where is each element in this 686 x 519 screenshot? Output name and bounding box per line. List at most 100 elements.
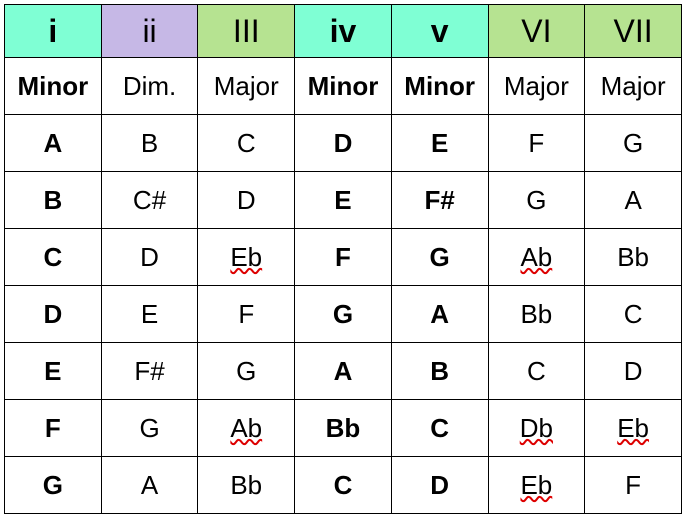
cell-r1-c3: E [295,172,392,229]
cell-r6-c1-text: A [141,470,158,500]
data-row-0: ABCDEFG [5,115,682,172]
numeral-col-3-text: iv [330,13,357,49]
cell-r0-c6-text: G [623,128,643,158]
cell-r0-c4-text: E [431,128,448,158]
numeral-col-2: III [198,5,295,58]
cell-r3-c3: G [295,286,392,343]
cell-r3-c0-text: D [43,299,62,329]
cell-r2-c2: Eb [198,229,295,286]
cell-r5-c4: C [391,400,488,457]
cell-r6-c6: F [585,457,682,514]
cell-r6-c3: C [295,457,392,514]
cell-r4-c6-text: D [624,356,643,386]
cell-r4-c2: G [198,343,295,400]
cell-r2-c5: Ab [488,229,585,286]
cell-r0-c1-text: B [141,128,158,158]
cell-r5-c0-text: F [45,413,61,443]
cell-r1-c3-text: E [334,185,351,215]
cell-r4-c3-text: A [334,356,353,386]
cell-r5-c4-text: C [430,413,449,443]
chord-table-body: iiiIIIivvVIVIIMinorDim.MajorMinorMinorMa… [5,5,682,514]
cell-r3-c4-text: A [430,299,449,329]
cell-r2-c4-text: G [430,242,450,272]
cell-r3-c6-text: C [624,299,643,329]
cell-r6-c4: D [391,457,488,514]
numeral-col-2-text: III [233,13,260,49]
cell-r5-c5: Db [488,400,585,457]
cell-r4-c5-text: C [527,356,546,386]
cell-r0-c4: E [391,115,488,172]
cell-r1-c0-text: B [43,185,62,215]
data-row-5: FGAbBbCDbEb [5,400,682,457]
numeral-col-4-text: v [431,13,449,49]
cell-r0-c2: C [198,115,295,172]
numeral-col-6-text: VII [614,13,653,49]
quality-row: MinorDim.MajorMinorMinorMajorMajor [5,58,682,115]
cell-r3-c4: A [391,286,488,343]
quality-col-1-text: Dim. [123,71,176,101]
cell-r5-c6: Eb [585,400,682,457]
cell-r1-c0: B [5,172,102,229]
numeral-col-1-text: ii [142,13,156,49]
cell-r6-c3-text: C [334,470,353,500]
cell-r4-c5: C [488,343,585,400]
numeral-col-6: VII [585,5,682,58]
cell-r2-c6: Bb [585,229,682,286]
cell-r4-c4-text: B [430,356,449,386]
numeral-col-0-text: i [48,13,57,49]
cell-r6-c1: A [101,457,198,514]
cell-r0-c1: B [101,115,198,172]
cell-r6-c5-text: Eb [520,470,552,500]
quality-col-5: Major [488,58,585,115]
cell-r0-c5: F [488,115,585,172]
cell-r5-c5-text: Db [520,413,553,443]
cell-r2-c0: C [5,229,102,286]
cell-r2-c1-text: D [140,242,159,272]
quality-col-6: Major [585,58,682,115]
cell-r6-c0: G [5,457,102,514]
cell-r1-c1: C# [101,172,198,229]
cell-r1-c6: A [585,172,682,229]
cell-r5-c1: G [101,400,198,457]
cell-r3-c1: E [101,286,198,343]
cell-r6-c6-text: F [625,470,641,500]
quality-col-0: Minor [5,58,102,115]
cell-r5-c3-text: Bb [326,413,361,443]
numeral-col-5-text: VI [521,13,551,49]
chord-table: iiiIIIivvVIVIIMinorDim.MajorMinorMinorMa… [4,4,682,514]
cell-r6-c0-text: G [43,470,63,500]
numeral-col-3: iv [295,5,392,58]
numeral-col-4: v [391,5,488,58]
cell-r4-c3: A [295,343,392,400]
cell-r1-c1-text: C# [133,185,166,215]
cell-r4-c0-text: E [44,356,61,386]
cell-r2-c4: G [391,229,488,286]
cell-r4-c2-text: G [236,356,256,386]
cell-r3-c0: D [5,286,102,343]
cell-r3-c1-text: E [141,299,158,329]
numeral-col-1: ii [101,5,198,58]
quality-col-6-text: Major [601,71,666,101]
cell-r5-c3: Bb [295,400,392,457]
quality-col-4-text: Minor [404,71,475,101]
cell-r3-c2: F [198,286,295,343]
cell-r4-c0: E [5,343,102,400]
quality-col-5-text: Major [504,71,569,101]
cell-r1-c5-text: G [526,185,546,215]
cell-r3-c5-text: Bb [520,299,552,329]
cell-r4-c1-text: F# [134,356,164,386]
numeral-col-0: i [5,5,102,58]
cell-r5-c6-text: Eb [617,413,649,443]
data-row-6: G A Bb C D Eb F [5,457,682,514]
cell-r2-c3-text: F [335,242,351,272]
cell-r3-c5: Bb [488,286,585,343]
cell-r6-c2-text: Bb [230,470,262,500]
cell-r2-c5-text: Ab [520,242,552,272]
cell-r2-c2-text: Eb [230,242,262,272]
cell-r3-c6: C [585,286,682,343]
quality-col-0-text: Minor [17,71,88,101]
cell-r2-c0-text: C [43,242,62,272]
cell-r5-c1-text: G [139,413,159,443]
data-row-1: BC#DEF#GA [5,172,682,229]
quality-col-2-text: Major [214,71,279,101]
